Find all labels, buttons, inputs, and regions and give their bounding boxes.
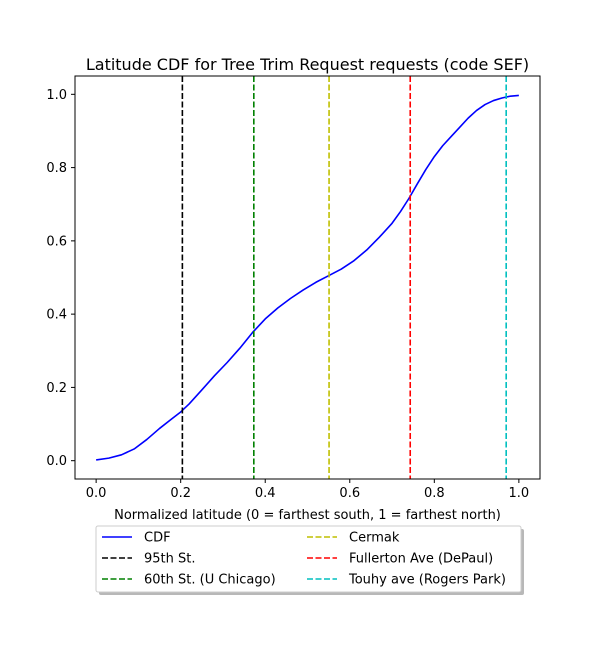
legend-label: Cermak [349, 531, 400, 546]
chart-title: Latitude CDF for Tree Trim Request reque… [86, 55, 529, 74]
y-tick-label: 0.8 [46, 161, 67, 176]
axes: 0.0 0.2 0.4 0.6 0.8 1.0 0.0 0.2 0.4 0.6 0.8 1.0 [46, 75, 541, 501]
x-tick-label: 0.6 [339, 486, 360, 501]
legend-box [95, 525, 522, 593]
x-tick-label: 0.2 [170, 486, 191, 501]
cdf-line [96, 94, 519, 461]
x-axis-label: Normalized latitude (0 = farthest south,… [114, 508, 501, 523]
legend: CDF 95th St. 60th St. (U Chicago) Cermak Ful… [95, 525, 524, 595]
legend-label: 60th St. (U Chicago) [144, 573, 276, 588]
y-tick-label: 1.0 [46, 88, 67, 103]
x-tick-label: 0.0 [86, 486, 107, 501]
y-tick-label: 0.0 [46, 454, 67, 469]
plot-area [96, 76, 519, 479]
x-tick-label: 0.4 [255, 486, 276, 501]
axes-frame [74, 75, 541, 480]
y-tick-label: 0.6 [46, 234, 67, 249]
y-tick-label: 0.4 [46, 308, 67, 323]
legend-label: 95th St. [144, 552, 196, 567]
y-tick-label: 0.2 [46, 381, 67, 396]
x-tick-label: 0.8 [424, 486, 445, 501]
legend-label: Touhy ave (Rogers Park) [348, 573, 506, 588]
legend-label: CDF [144, 531, 171, 546]
x-tick-label: 1.0 [509, 486, 530, 501]
legend-label: Fullerton Ave (DePaul) [349, 552, 493, 567]
